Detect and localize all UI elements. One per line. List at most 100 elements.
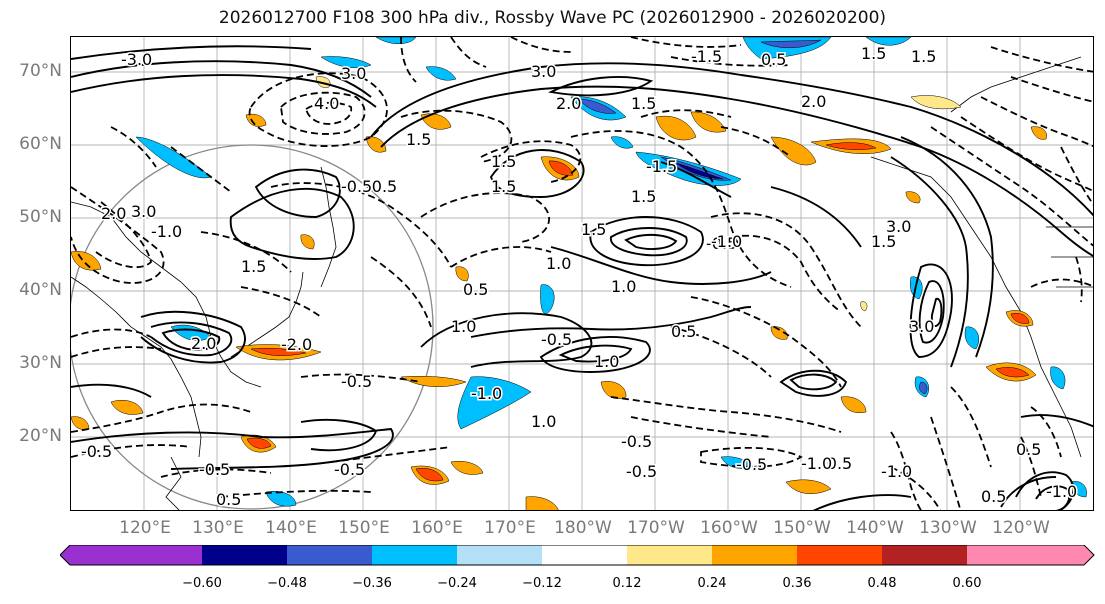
contour-label: 2.0 [191, 334, 216, 353]
contour-label: 1.5 [631, 94, 656, 113]
colorbar-tick-label: 0.48 [867, 576, 897, 591]
contour-label: -1.0 [711, 232, 742, 251]
negative-contours [71, 37, 1093, 510]
colorbar-tick-label: 0.12 [612, 576, 642, 591]
lon-label: 120°W [992, 518, 1050, 538]
contour-label: 0.5 [463, 280, 488, 299]
contour-label: 1.5 [491, 152, 516, 171]
contour-label: -0.5 [341, 372, 372, 391]
lon-label: 160°E [411, 518, 463, 538]
contour-label: 0.5 [671, 322, 696, 341]
contour-label: -3.0 [121, 50, 152, 69]
lat-label: 20°N [19, 426, 62, 446]
lat-label: 30°N [19, 353, 62, 373]
lon-label: 130°W [919, 518, 977, 538]
colorbar [60, 545, 1095, 566]
contour-label: 1.0 [531, 412, 556, 431]
contour-label: -0.5 [199, 460, 230, 479]
contour-label: -1.0 [801, 454, 832, 473]
contour-label: 2.0 [101, 204, 126, 223]
colorbar-segment [882, 545, 967, 565]
contour-label: 3.0 [909, 317, 934, 336]
contour-label: 1.5 [911, 47, 936, 66]
lat-label: 70°N [19, 61, 62, 81]
lat-label: 50°N [19, 207, 62, 227]
contour-label: -0.5 [81, 442, 112, 461]
contour-label: -1.5 [646, 157, 677, 176]
contour-label: 3.0 [131, 202, 156, 221]
contour-label: -0.5 [626, 462, 657, 481]
map-panel: 3.0 4.0 3.0 1.5 2.0 1.5 -1.5 0.5 1.5 2.0… [70, 36, 1094, 511]
lon-label: 170°W [627, 518, 685, 538]
colorbar-segment [712, 545, 797, 565]
contour-label: -1.0 [151, 222, 182, 241]
contour-label: -0.5 [821, 454, 852, 473]
contour-label: 2.0 [801, 92, 826, 111]
contour-label: 1.5 [871, 232, 896, 251]
contour-label: -1.0 [1046, 482, 1077, 501]
contour-label: -0.5 [334, 460, 365, 479]
contour-label: 1.5 [861, 44, 886, 63]
colorbar-segment [60, 545, 202, 565]
lon-label: 170°E [484, 518, 536, 538]
divergence-shading [71, 37, 1087, 510]
contour-label: -0.5 [341, 177, 372, 196]
lon-label: 150°E [338, 518, 390, 538]
lat-label: 40°N [19, 280, 62, 300]
contour-label: 1.5 [406, 130, 431, 149]
contour-label: 1.0 [546, 254, 571, 273]
colorbar-tick-label: −0.36 [352, 576, 392, 591]
contour-label: 1.5 [491, 177, 516, 196]
colorbar-segment [372, 545, 457, 565]
colorbar-tick-label: −0.48 [267, 576, 307, 591]
colorbar-segment [287, 545, 372, 565]
colorbar-segment [797, 545, 882, 565]
contour-label: 2.0 [556, 94, 581, 113]
lon-label: 140°W [846, 518, 904, 538]
contour-label: 3.0 [886, 217, 911, 236]
map-canvas: 3.0 4.0 3.0 1.5 2.0 1.5 -1.5 0.5 1.5 2.0… [71, 37, 1093, 510]
colorbar-tick-label: 0.24 [697, 576, 727, 591]
lon-label: 130°E [192, 518, 244, 538]
contour-label: -1.0 [881, 462, 912, 481]
contour-label: -1.0 [471, 384, 502, 403]
colorbar-segment [457, 545, 542, 565]
colorbar-tick-label: −0.60 [182, 576, 222, 591]
coastlines [71, 56, 1093, 510]
contour-label: 3.0 [531, 62, 556, 81]
contour-label: 1.5 [581, 220, 606, 239]
lon-label: 140°E [265, 518, 317, 538]
colorbar-segment [967, 545, 1094, 565]
lat-label: 60°N [19, 134, 62, 154]
contour-label: 0.5 [981, 487, 1006, 506]
contour-label: 1.5 [631, 187, 656, 206]
contour-label: 1.0 [594, 352, 619, 371]
contour-label: 0.5 [1016, 440, 1041, 459]
contour-label: -0.5 [706, 234, 737, 253]
lon-label: 180°W [554, 518, 612, 538]
contour-label: 0.5 [761, 50, 786, 69]
colorbar-segment [202, 545, 287, 565]
contour-label: 4.0 [314, 94, 339, 113]
contour-label: 1.0 [451, 317, 476, 336]
map-title: 2026012700 F108 300 hPa div., Rossby Wav… [218, 8, 887, 28]
contour-label: 0.5 [216, 490, 241, 509]
contour-label: -2.0 [281, 335, 312, 354]
lon-label: 120°E [119, 518, 171, 538]
colorbar-segment [627, 545, 712, 565]
colorbar-tick-label: −0.24 [437, 576, 477, 591]
reference-circle [71, 144, 434, 510]
contour-label: -0.5 [736, 455, 767, 474]
contour-label: -0.5 [621, 432, 652, 451]
contour-label: 1.0 [611, 277, 636, 296]
lon-label: 150°W [773, 518, 831, 538]
colorbar-tick-label: −0.12 [522, 576, 562, 591]
contour-label: 3.0 [341, 64, 366, 83]
contour-label: -0.5 [541, 330, 572, 349]
contour-label: -0.5 [366, 177, 397, 196]
contour-label: -1.5 [691, 47, 722, 66]
colorbar-tick-label: 0.60 [952, 576, 982, 591]
positive-contours [71, 45, 1093, 510]
colorbar-outline [60, 545, 1095, 566]
colorbar-segment [542, 545, 627, 565]
